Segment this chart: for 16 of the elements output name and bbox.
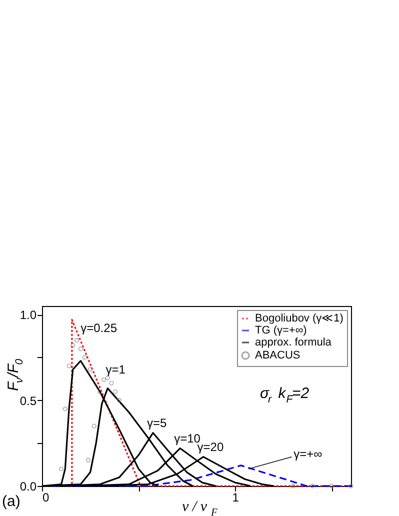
legend-label: Bogoliubov (γ≪1) xyxy=(255,312,344,324)
y-tick-label: 0.0 xyxy=(20,480,37,494)
text: (a) xyxy=(2,493,20,510)
y-axis-title: Fν/F0 xyxy=(5,358,26,391)
x-tick-label: 0 xyxy=(42,490,50,504)
annotation: γ=10 xyxy=(174,431,201,446)
annotation: γ=0.25 xyxy=(80,321,118,336)
legend-label: approx. formula xyxy=(255,336,332,348)
legend-label: TG (γ=+∞) xyxy=(255,324,307,336)
annotation: γ=5 xyxy=(147,416,168,430)
x-tick-label: 1 xyxy=(232,490,240,504)
y-tick-label: 0.5 xyxy=(20,394,37,408)
y-tick-label: 1.0 xyxy=(20,308,37,322)
legend-label: ABACUS xyxy=(255,350,300,362)
annotation: γ=+∞ xyxy=(294,446,323,461)
annotation: γ=1 xyxy=(106,362,126,376)
